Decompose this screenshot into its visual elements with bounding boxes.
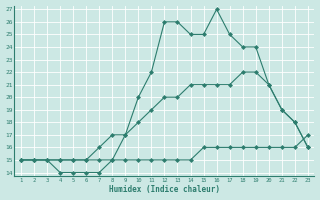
X-axis label: Humidex (Indice chaleur): Humidex (Indice chaleur) [109, 185, 220, 194]
